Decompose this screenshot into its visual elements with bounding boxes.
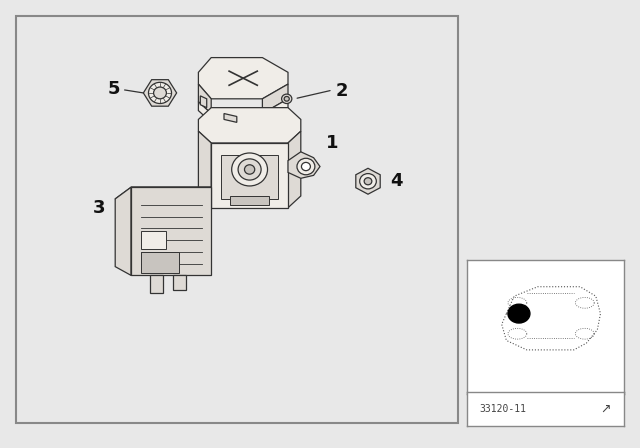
Polygon shape: [143, 80, 177, 106]
Circle shape: [364, 178, 372, 185]
Text: 33120-11: 33120-11: [480, 404, 527, 414]
Polygon shape: [288, 131, 301, 208]
Polygon shape: [198, 58, 288, 99]
Text: 5: 5: [108, 80, 120, 98]
Text: 2: 2: [336, 82, 349, 100]
Polygon shape: [356, 168, 380, 194]
Polygon shape: [224, 113, 237, 122]
Polygon shape: [200, 96, 207, 108]
Circle shape: [297, 158, 315, 175]
Polygon shape: [198, 99, 288, 122]
Polygon shape: [173, 276, 186, 290]
Polygon shape: [141, 231, 166, 249]
Circle shape: [238, 159, 261, 180]
Polygon shape: [115, 187, 211, 211]
Circle shape: [284, 96, 289, 101]
Text: 4: 4: [390, 172, 403, 190]
Polygon shape: [211, 143, 288, 208]
Polygon shape: [262, 84, 288, 113]
Circle shape: [232, 153, 268, 186]
Polygon shape: [131, 187, 211, 276]
Circle shape: [148, 82, 172, 103]
Polygon shape: [198, 108, 301, 143]
Text: 3: 3: [93, 199, 106, 217]
Polygon shape: [198, 84, 211, 113]
Polygon shape: [230, 196, 269, 205]
Polygon shape: [288, 152, 320, 178]
Text: ↗: ↗: [600, 402, 611, 415]
Polygon shape: [141, 252, 179, 272]
Polygon shape: [150, 276, 163, 293]
Circle shape: [508, 304, 530, 323]
Circle shape: [154, 87, 166, 99]
Polygon shape: [198, 131, 211, 208]
Circle shape: [360, 173, 376, 189]
Polygon shape: [115, 187, 131, 276]
Text: 1: 1: [326, 134, 339, 152]
Circle shape: [301, 163, 310, 171]
Circle shape: [282, 94, 292, 103]
Polygon shape: [221, 155, 278, 199]
Polygon shape: [131, 187, 211, 276]
Circle shape: [244, 165, 255, 174]
